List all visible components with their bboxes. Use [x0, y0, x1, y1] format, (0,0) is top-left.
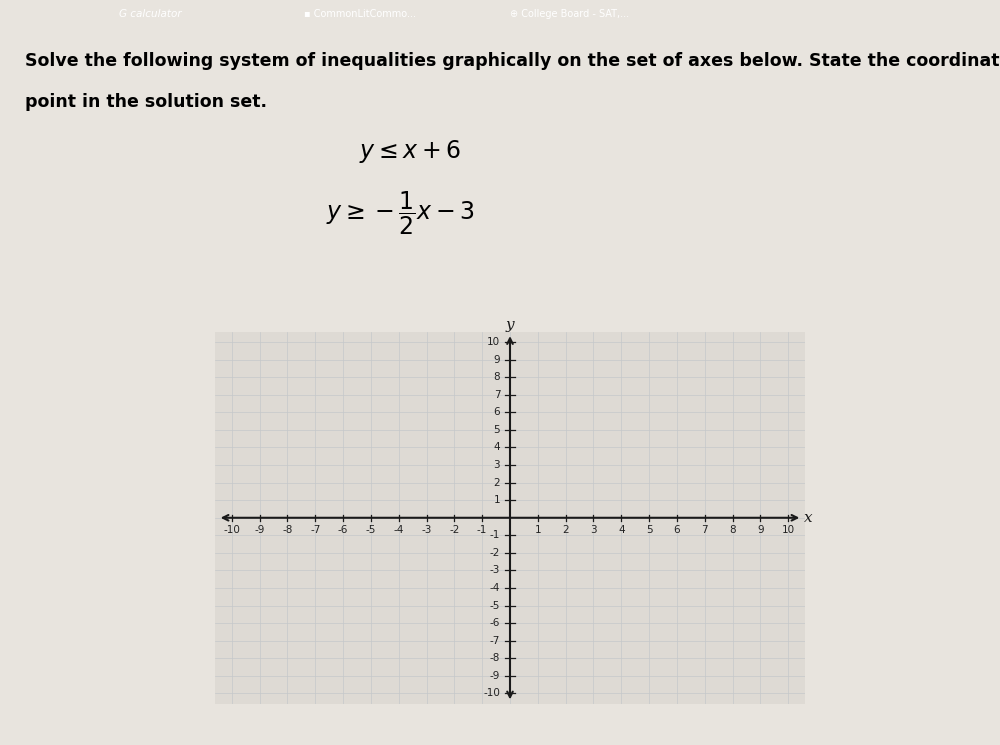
Text: G calculator: G calculator — [119, 9, 181, 19]
Text: -5: -5 — [366, 524, 376, 535]
Text: -8: -8 — [282, 524, 293, 535]
Text: 9: 9 — [494, 355, 500, 364]
Text: x: x — [804, 511, 812, 524]
Text: 7: 7 — [494, 390, 500, 400]
Text: -6: -6 — [490, 618, 500, 628]
Text: 1: 1 — [494, 495, 500, 505]
Text: -10: -10 — [223, 524, 240, 535]
Text: -10: -10 — [483, 688, 500, 699]
Text: -5: -5 — [490, 600, 500, 611]
Text: 3: 3 — [494, 460, 500, 470]
Text: -4: -4 — [490, 583, 500, 593]
Text: 10: 10 — [782, 524, 795, 535]
Text: ⊕ College Board - SAT,...: ⊕ College Board - SAT,... — [510, 9, 630, 19]
Text: 3: 3 — [590, 524, 597, 535]
Text: $y \leq x+6$: $y \leq x+6$ — [359, 138, 461, 165]
Text: $y \geq -\dfrac{1}{2}x - 3$: $y \geq -\dfrac{1}{2}x - 3$ — [326, 190, 474, 238]
Text: 6: 6 — [674, 524, 680, 535]
Text: -9: -9 — [490, 671, 500, 681]
Text: 9: 9 — [757, 524, 764, 535]
Text: 10: 10 — [487, 337, 500, 347]
Text: 5: 5 — [494, 425, 500, 435]
Text: -2: -2 — [449, 524, 460, 535]
Text: 1: 1 — [535, 524, 541, 535]
Text: ▪ CommonLitCommo...: ▪ CommonLitCommo... — [304, 9, 416, 19]
Text: -8: -8 — [490, 653, 500, 663]
Text: 4: 4 — [618, 524, 625, 535]
Text: -7: -7 — [310, 524, 320, 535]
Text: -2: -2 — [490, 548, 500, 558]
Text: -1: -1 — [490, 530, 500, 540]
Text: -3: -3 — [421, 524, 432, 535]
Text: 6: 6 — [494, 408, 500, 417]
Text: -4: -4 — [393, 524, 404, 535]
Text: 8: 8 — [729, 524, 736, 535]
Text: -6: -6 — [338, 524, 348, 535]
Text: 8: 8 — [494, 372, 500, 382]
Text: 2: 2 — [562, 524, 569, 535]
Text: -9: -9 — [254, 524, 265, 535]
Text: Solve the following system of inequalities graphically on the set of axes below.: Solve the following system of inequaliti… — [25, 52, 1000, 70]
Text: 7: 7 — [701, 524, 708, 535]
Text: -7: -7 — [490, 635, 500, 646]
Text: 4: 4 — [494, 443, 500, 452]
Text: 5: 5 — [646, 524, 652, 535]
Text: -1: -1 — [477, 524, 487, 535]
Text: y: y — [506, 318, 514, 332]
Text: -3: -3 — [490, 565, 500, 575]
Text: point in the solution set.: point in the solution set. — [25, 93, 267, 111]
Text: 2: 2 — [494, 478, 500, 488]
